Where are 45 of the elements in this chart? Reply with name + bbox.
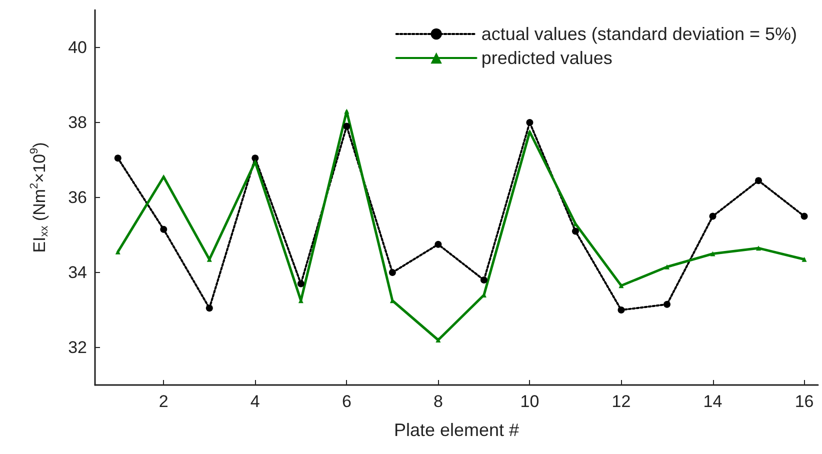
point <box>710 251 716 256</box>
point <box>434 240 442 248</box>
point <box>755 177 762 184</box>
point <box>526 119 534 126</box>
x-tick-label: 14 <box>703 392 722 411</box>
x-tick-label: 10 <box>520 392 540 411</box>
point <box>802 256 807 262</box>
y-tick-label: 38 <box>68 113 87 132</box>
x-tick-label: 4 <box>250 392 260 411</box>
point <box>297 280 304 288</box>
point <box>664 264 670 270</box>
x-axis-title: Plate element # <box>394 420 520 440</box>
point <box>160 226 168 233</box>
y-tick-label: 32 <box>68 338 87 357</box>
point <box>344 108 350 114</box>
point <box>252 159 258 164</box>
x-tick-label: 16 <box>794 392 814 411</box>
legend-label: actual values (standard deviation = 5%) <box>481 24 797 44</box>
x-tick-label: 8 <box>433 392 443 411</box>
point <box>115 249 120 254</box>
point <box>252 154 259 162</box>
point <box>527 129 532 134</box>
point <box>664 300 670 308</box>
y-tick-label: 34 <box>68 263 87 282</box>
point <box>480 276 488 284</box>
point <box>756 246 762 251</box>
point <box>572 228 579 235</box>
y-tick-label: 40 <box>68 38 87 57</box>
point <box>114 154 122 162</box>
point <box>618 306 625 314</box>
point <box>618 283 624 288</box>
point <box>709 212 716 220</box>
y-axis-title: EIxx (Nm2×109) <box>28 142 50 253</box>
x-tick-label: 12 <box>612 392 631 411</box>
point <box>343 122 350 130</box>
point <box>206 304 213 312</box>
point <box>388 269 396 276</box>
point <box>800 212 808 220</box>
point <box>436 338 441 342</box>
y-tick-label: 36 <box>68 188 87 207</box>
line-series <box>115 108 807 342</box>
legend-label: predicted values <box>481 48 612 68</box>
x-tick-label: 6 <box>342 392 352 411</box>
x-tick-label: 2 <box>158 392 168 411</box>
point <box>161 174 166 180</box>
